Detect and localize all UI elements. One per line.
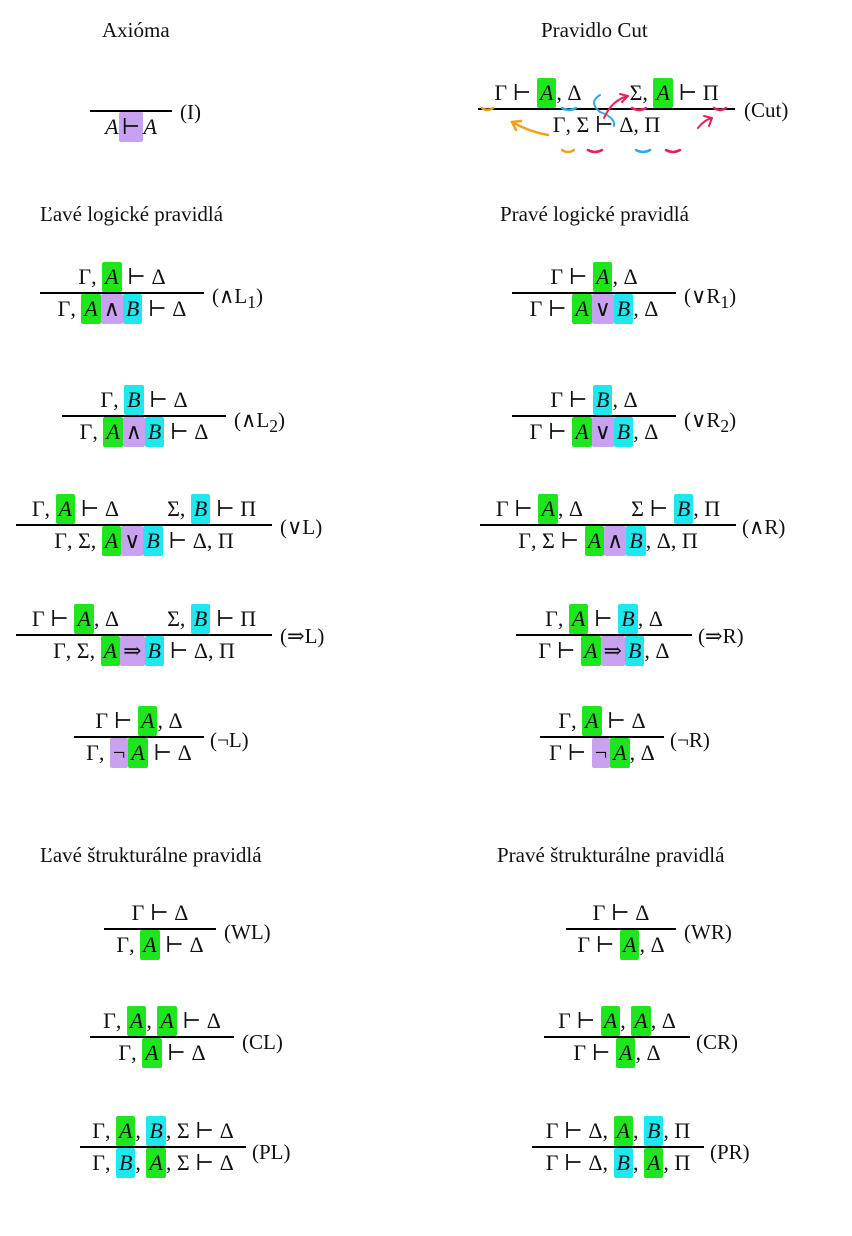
rule-weakening-left: Γ ⊢ Δ Γ, A ⊢ Δ (104, 898, 216, 960)
rule-neg-left: Γ ⊢ A, Δ Γ, ¬ A ⊢ Δ (74, 706, 204, 768)
rule-label-permutation-right: (PR) (710, 1140, 750, 1164)
heading-left-structural: Ľavé štrukturálne pravidlá (40, 843, 262, 867)
rule-label-permutation-left: (PL) (252, 1140, 291, 1164)
rule-label-or-right-2: (∨R2) (684, 408, 737, 437)
conclusion: A ⊢ A (90, 112, 172, 142)
rule-weakening-right: Γ ⊢ Δ Γ ⊢ A, Δ (566, 898, 676, 960)
rule-cut: Γ ⊢ A, Δ Σ, A ⊢ Π Γ, Σ ⊢ Δ, Π (478, 78, 735, 140)
premises: Γ ⊢ A, Δ Σ, A ⊢ Π (478, 78, 735, 108)
rule-label-and-left-2: (∧L2) (234, 408, 285, 437)
rule-label-or-left: (∨L) (280, 515, 323, 539)
rule-implies-right: Γ, A ⊢ B, Δ Γ ⊢ A ⇒ B, Δ (516, 604, 692, 666)
rule-label-I: (I) (180, 100, 201, 124)
heading-cut-rule: Pravidlo Cut (541, 18, 648, 42)
heading-right-structural: Pravé štrukturálne pravidlá (497, 843, 725, 867)
rule-contraction-left: Γ, A, A ⊢ Δ Γ, A ⊢ Δ (90, 1006, 234, 1068)
heading-axiom: Axióma (102, 18, 170, 42)
rule-label-contraction-left: (CL) (242, 1030, 283, 1054)
rule-neg-right: Γ, A ⊢ Δ Γ ⊢ ¬ A, Δ (540, 706, 664, 768)
rule-label-and-left-1: (∧L1) (212, 284, 263, 313)
rule-label-neg-right: (¬R) (670, 728, 710, 752)
rule-label-neg-left: (¬L) (210, 728, 249, 752)
rule-permutation-left: Γ, A, B, Σ ⊢ Δ Γ, B, A, Σ ⊢ Δ (80, 1116, 246, 1178)
rule-and-left-1: Γ, A ⊢ Δ Γ, A ∧ B ⊢ Δ (40, 262, 204, 324)
rule-axiom: A ⊢ A (90, 80, 172, 142)
rule-label-weakening-right: (WR) (684, 920, 732, 944)
rule-label-implies-left: (⇒L) (280, 624, 325, 648)
heading-right-logical: Pravé logické pravidlá (500, 202, 689, 226)
rule-label-contraction-right: (CR) (696, 1030, 738, 1054)
rule-label-weakening-left: (WL) (224, 920, 271, 944)
heading-left-logical: Ľavé logické pravidlá (40, 202, 224, 226)
rule-and-left-2: Γ, B ⊢ Δ Γ, A ∧ B ⊢ Δ (62, 385, 226, 447)
rule-label-implies-right: (⇒R) (698, 624, 744, 648)
rule-contraction-right: Γ ⊢ A, A, Δ Γ ⊢ A, Δ (544, 1006, 690, 1068)
rule-label-and-right: (∧R) (742, 515, 786, 539)
rule-permutation-right: Γ ⊢ Δ, A, B, Π Γ ⊢ Δ, B, A, Π (532, 1116, 704, 1178)
rule-label-or-right-1: (∨R1) (684, 284, 737, 313)
rule-label-cut: (Cut) (744, 98, 789, 122)
rule-or-right-2: Γ ⊢ B, Δ Γ ⊢ A ∨ B, Δ (512, 385, 676, 447)
rule-or-right-1: Γ ⊢ A, Δ Γ ⊢ A ∨ B, Δ (512, 262, 676, 324)
conclusion: Γ, Σ ⊢ Δ, Π (552, 112, 661, 137)
